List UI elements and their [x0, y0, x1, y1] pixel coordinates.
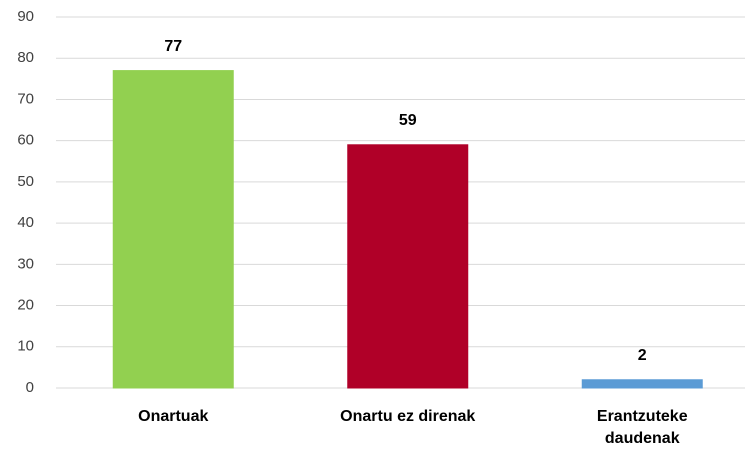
value-label: 59 [399, 112, 417, 129]
x-tick-label: Onartuak [138, 408, 209, 425]
y-tick-label: 60 [17, 132, 34, 149]
bar [112, 70, 234, 389]
y-tick-label: 0 [26, 379, 34, 396]
y-tick-label: 80 [17, 49, 34, 66]
x-tick-label: Erantzuteke daudenak [596, 408, 688, 447]
bar [347, 144, 469, 389]
y-tick-label: 90 [17, 8, 34, 25]
x-tick-label: Onartu ez direnak [340, 408, 476, 425]
y-tick-label: 40 [17, 214, 34, 231]
y-tick-label: 20 [17, 297, 34, 314]
bar [581, 379, 703, 389]
y-tick-label: 30 [17, 255, 34, 272]
value-label: 77 [164, 38, 182, 55]
y-tick-label: 50 [17, 173, 34, 190]
y-tick-label: 70 [17, 90, 34, 107]
y-tick-label: 10 [17, 338, 34, 355]
value-label: 2 [638, 347, 647, 364]
